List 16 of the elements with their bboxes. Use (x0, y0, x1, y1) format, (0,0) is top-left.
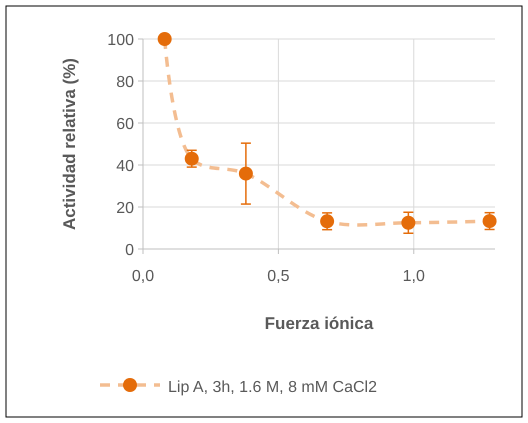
point (401, 216, 416, 230)
y-tick-label: 40 (116, 158, 134, 175)
y-tick-label: 0 (125, 242, 134, 259)
point (482, 214, 497, 228)
point (238, 166, 253, 181)
y-tick-label: 60 (116, 116, 134, 133)
y-axis-title: Actividad relativa (%) (60, 58, 79, 230)
point (158, 32, 172, 46)
x-tick-label: 0,0 (132, 268, 154, 285)
y-tick-label: 100 (107, 32, 134, 49)
x-axis-title: Fuerza iónica (264, 314, 374, 333)
y-tick-label: 80 (116, 74, 134, 91)
x-tick-label: 0,5 (267, 268, 290, 285)
y-tick-label: 20 (116, 200, 134, 217)
x-tick-label: 1,0 (402, 268, 425, 285)
legend-label: Lip A, 3h, 1.6 M, 8 mM CaCl2 (168, 379, 378, 396)
